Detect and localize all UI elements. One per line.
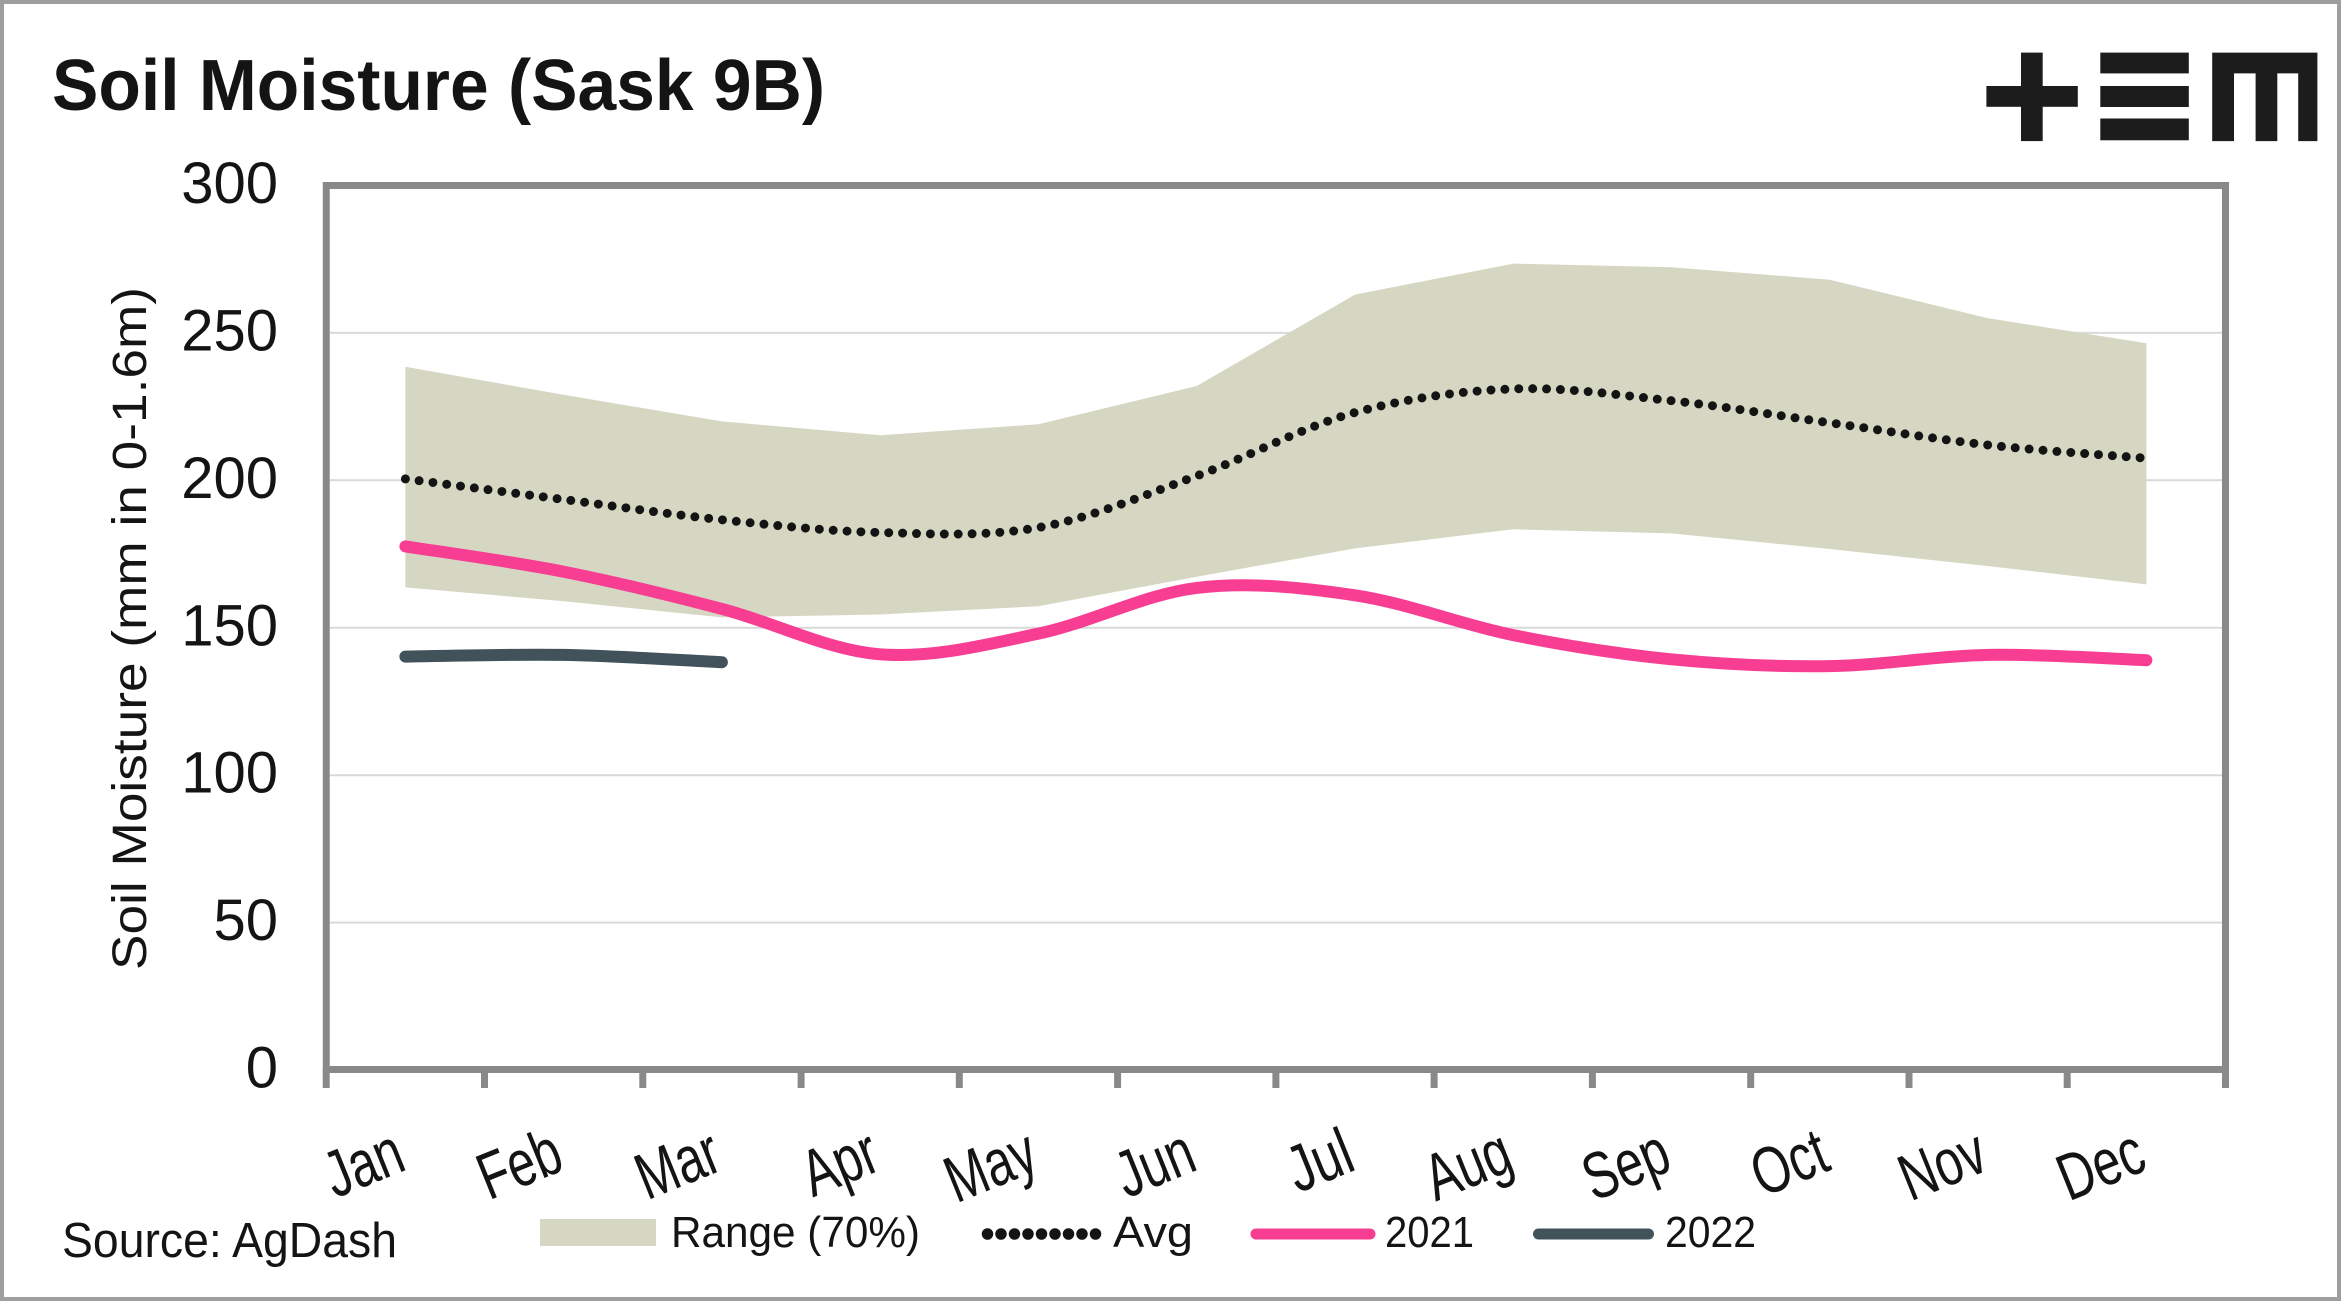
svg-text:Soil Moisture (Sask 9B): Soil Moisture (Sask 9B) [52,46,825,126]
svg-text:50: 50 [213,888,278,953]
svg-text:100: 100 [181,741,278,806]
svg-text:Source: AgDash: Source: AgDash [62,1214,397,1268]
svg-text:200: 200 [181,446,278,511]
svg-text:300: 300 [181,151,278,216]
svg-text:2022: 2022 [1665,1208,1756,1257]
svg-text:2021: 2021 [1385,1208,1474,1257]
svg-text:150: 150 [181,593,278,658]
svg-text:Soil Moisture (mm in 0-1.6m): Soil Moisture (mm in 0-1.6m) [104,287,157,970]
svg-text:250: 250 [181,298,278,363]
svg-text:Range (70%): Range (70%) [671,1208,920,1257]
svg-text:Avg: Avg [1113,1208,1193,1257]
svg-text:0: 0 [246,1036,278,1101]
